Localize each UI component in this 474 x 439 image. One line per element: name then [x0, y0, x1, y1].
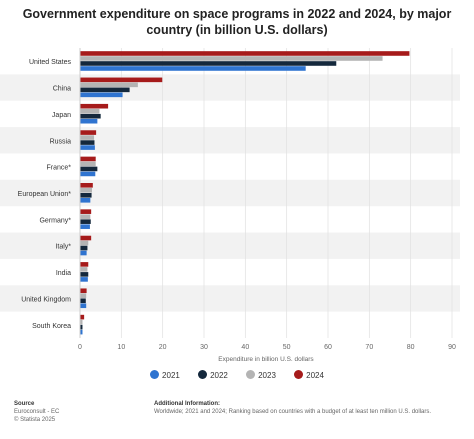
bar-2021	[80, 277, 88, 282]
bar-2021	[80, 303, 87, 309]
bar-2023	[80, 240, 89, 246]
bar-2023	[80, 319, 83, 325]
copyright[interactable]: © Statista 2025	[14, 417, 56, 423]
bar-2021	[80, 145, 95, 150]
bar-2023	[80, 188, 92, 193]
bar-2022	[80, 87, 130, 93]
x-tick-label: 80	[407, 344, 415, 351]
legend-label-2021: 2021	[162, 371, 180, 380]
bar-2021	[80, 250, 87, 256]
bar-2023	[80, 267, 88, 272]
bar-2024	[80, 209, 92, 214]
bar-chart: 0 10 20 30 40 50 60 70 80 90 Expenditure in billio…	[0, 48, 460, 363]
x-tick-label: 0	[78, 344, 82, 351]
category-label: China	[53, 86, 71, 93]
x-axis-title: Expenditure in billion U.S. dollars	[218, 356, 314, 363]
legend-item-2022[interactable]: 2022	[198, 370, 228, 380]
bar-2022	[80, 245, 88, 251]
category-label: Italy*	[55, 244, 71, 251]
bar-2022	[80, 193, 92, 198]
bar-2024	[80, 288, 87, 294]
source-block: Source Euroconsult - EC © Statista 2025	[14, 400, 134, 424]
legend-label-2022: 2022	[210, 371, 228, 380]
category-label: Germany*	[39, 217, 71, 224]
category-label: Russia	[50, 138, 72, 145]
x-tick-label: 70	[365, 344, 373, 351]
row-band	[0, 127, 460, 154]
bar-2024	[80, 183, 93, 188]
category-label: South Korea	[32, 323, 71, 330]
legend-label-2024: 2024	[306, 371, 324, 380]
row-band	[0, 74, 460, 101]
bar-2023	[80, 56, 383, 61]
bar-2024	[80, 235, 92, 241]
row-band	[0, 179, 460, 207]
bar-2021	[80, 224, 90, 229]
bar-2023	[80, 293, 87, 299]
bar-2022	[80, 140, 95, 145]
x-tick-label: 60	[324, 344, 332, 351]
legend-swatch-2021	[150, 370, 160, 379]
bar-2024	[80, 51, 410, 56]
category-label: United Kingdom	[21, 296, 71, 303]
additional-info-text: Worldwide; 2021 and 2024; Ranking based …	[154, 409, 432, 415]
bar-2022	[80, 298, 86, 304]
bar-2021	[80, 92, 123, 98]
source-heading: Source	[14, 401, 35, 407]
legend-swatch-2023	[246, 370, 256, 379]
bar-2022	[80, 113, 101, 119]
bar-2024	[80, 156, 96, 162]
bar-2024	[80, 314, 85, 320]
x-tick-label: 90	[448, 344, 456, 351]
category-label: European Union*	[18, 191, 72, 198]
bar-2023	[80, 161, 96, 167]
bar-2021	[80, 118, 98, 124]
bar-2024	[80, 130, 97, 135]
chart-legend: 2021 2022 2023 2024	[0, 370, 474, 380]
additional-info-block: Additional Information: Worldwide; 2021 …	[154, 400, 464, 416]
legend-label-2023: 2023	[258, 371, 276, 380]
x-tick-label: 30	[200, 344, 208, 351]
x-tick-label: 20	[159, 344, 167, 351]
bar-2021	[80, 198, 91, 203]
legend-swatch-2022	[198, 370, 208, 379]
legend-item-2024[interactable]: 2024	[294, 370, 324, 380]
additional-info-heading: Additional Information:	[154, 401, 220, 407]
bar-2021	[80, 66, 306, 71]
x-tick-label: 40	[241, 344, 249, 351]
bar-2024	[80, 103, 109, 109]
row-band	[0, 232, 460, 259]
bar-2023	[80, 214, 91, 219]
bar-2022	[80, 324, 83, 330]
x-tick-label: 50	[283, 344, 291, 351]
bar-2021	[80, 171, 96, 177]
bar-2023	[80, 108, 100, 114]
category-label: France*	[46, 165, 71, 172]
chart-title: Government expenditure on space programs…	[22, 7, 452, 37]
source-name[interactable]: Euroconsult - EC	[14, 409, 60, 415]
row-band	[0, 285, 460, 312]
bar-2022	[80, 219, 91, 224]
category-label: Japan	[52, 112, 71, 119]
legend-item-2023[interactable]: 2023	[246, 370, 276, 380]
category-label: United States	[29, 59, 72, 66]
x-tick-label: 10	[117, 344, 125, 351]
bar-2022	[80, 61, 337, 66]
bar-2024	[80, 77, 163, 83]
legend-swatch-2024	[294, 370, 304, 379]
bar-2023	[80, 82, 138, 88]
legend-item-2021[interactable]: 2021	[150, 370, 180, 380]
bar-2024	[80, 262, 89, 267]
bar-2023	[80, 135, 95, 140]
bar-2022	[80, 272, 89, 277]
bar-2022	[80, 166, 98, 172]
category-label: India	[56, 270, 71, 277]
bar-2021	[80, 329, 83, 335]
